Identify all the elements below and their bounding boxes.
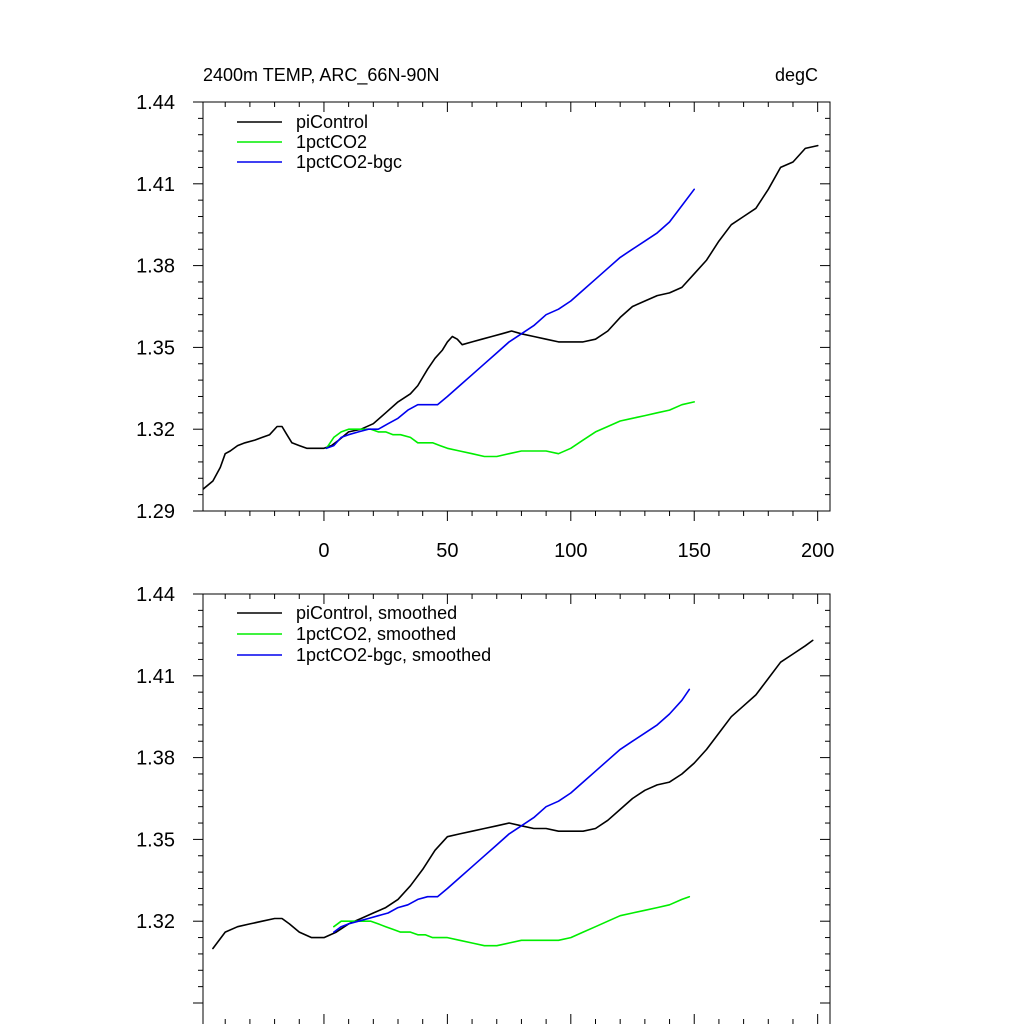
top-x-tick-labels: 0 50 100 150 200 — [318, 540, 834, 562]
top-y-tick-label: 1.38 — [136, 256, 175, 278]
chart-title: 2400m TEMP, ARC_66N-90N — [203, 65, 439, 86]
bottom-y-tick-label: 1.32 — [136, 911, 175, 933]
bottom-y-tick-label: 1.41 — [136, 666, 175, 688]
top-x-tick-label: 0 — [318, 540, 329, 562]
bottom-plot-frame — [202, 593, 831, 1024]
legend-label-picontrol-smoothed: piControl, smoothed — [296, 603, 457, 623]
top-series-line-1pctco2 — [325, 401, 696, 458]
top-y-tick-label: 1.29 — [136, 501, 175, 523]
legend-label-1pctco2-bgc: 1pctCO2-bgc — [296, 152, 402, 172]
bottom-series-line-1pctco2-smoothed — [332, 895, 691, 947]
bottom-y-tick-label: 1.35 — [136, 829, 175, 851]
bottom-axis-ticks — [193, 593, 830, 1024]
bottom-series-line-1pctco2-bgc-smoothed — [332, 688, 691, 933]
bottom-y-tick-label: 1.44 — [136, 584, 175, 606]
legend-label-1pctco2-bgc-smoothed: 1pctCO2-bgc, smoothed — [296, 645, 491, 665]
top-y-tick-label: 1.35 — [136, 337, 175, 359]
top-y-tick-labels: 1.29 1.32 1.35 1.38 1.41 1.44 — [136, 92, 175, 523]
bottom-series-group — [212, 639, 814, 950]
top-series-line-picontrol — [203, 144, 819, 491]
legend-label-1pctco2-smoothed: 1pctCO2, smoothed — [296, 624, 456, 644]
bottom-panel: 1.32 1.35 1.38 1.41 1.44 piControl, smoothed… — [136, 584, 831, 1024]
top-series-line-1pctco2-bgc — [325, 188, 696, 450]
top-plot-frame — [202, 101, 831, 512]
top-y-tick-label: 1.41 — [136, 174, 175, 196]
units-label: degC — [775, 65, 818, 85]
top-axis-ticks — [193, 101, 830, 521]
legend-label-picontrol: piControl — [296, 112, 368, 132]
legend-label-1pctco2: 1pctCO2 — [296, 132, 367, 152]
top-panel: 1.29 1.32 1.35 1.38 1.41 1.44 0 50 100 150 200 pi… — [136, 92, 834, 562]
top-x-tick-label: 200 — [801, 540, 834, 562]
top-legend: piControl 1pctCO2 1pctCO2-bgc — [237, 112, 402, 172]
bottom-series-line-picontrol-smoothed — [212, 639, 814, 950]
bottom-y-tick-label: 1.38 — [136, 748, 175, 770]
bottom-y-tick-labels: 1.32 1.35 1.38 1.41 1.44 — [136, 584, 175, 933]
top-x-tick-label: 100 — [554, 540, 587, 562]
top-x-tick-label: 150 — [678, 540, 711, 562]
bottom-legend: piControl, smoothed 1pctCO2, smoothed 1p… — [237, 603, 491, 665]
top-x-tick-label: 50 — [436, 540, 458, 562]
top-series-group — [203, 144, 819, 491]
top-y-tick-label: 1.32 — [136, 419, 175, 441]
top-y-tick-label: 1.44 — [136, 92, 175, 114]
